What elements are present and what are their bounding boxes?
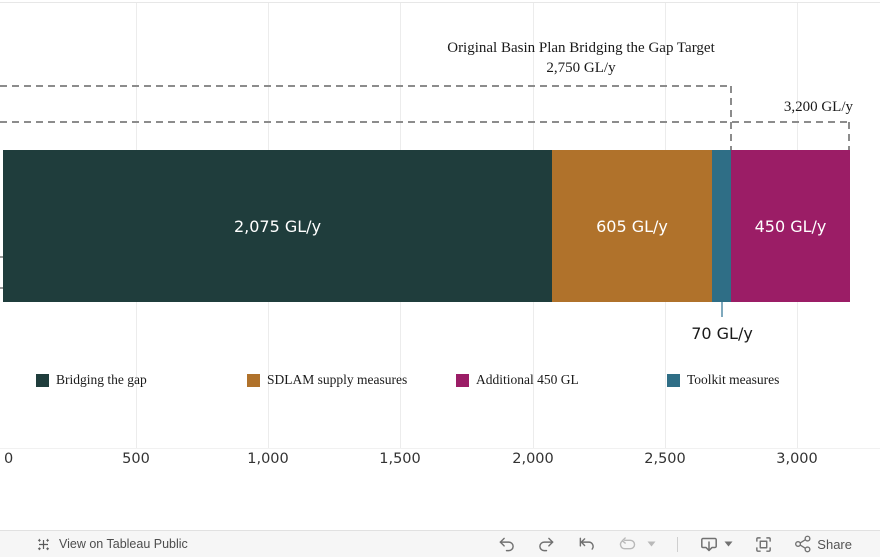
y-axis-tick — [0, 256, 3, 258]
share-icon — [794, 535, 812, 553]
x-axis-tick-label: 3,000 — [776, 451, 818, 467]
download-button[interactable] — [699, 535, 733, 553]
tableau-footer-toolbar: View on Tableau Public — [0, 530, 880, 557]
x-axis-tick-label: 1,000 — [247, 451, 289, 467]
reference-line-2750-vertical — [730, 86, 732, 150]
x-axis-tick-label: 1,500 — [379, 451, 421, 467]
plot-top-border — [0, 2, 880, 3]
bar-segment-bridging-the-gap[interactable]: 2,075 GL/y — [3, 150, 552, 302]
plot-bottom-border — [0, 448, 880, 449]
caret-down-icon — [647, 541, 656, 547]
undo-button[interactable] — [497, 536, 516, 553]
replay-button[interactable] — [577, 536, 596, 553]
legend-swatch — [247, 373, 260, 387]
x-axis-tick-label: 0 — [4, 451, 14, 467]
y-axis-tick — [0, 287, 3, 289]
legend-swatch — [667, 373, 680, 387]
undo-icon — [497, 536, 516, 553]
download-icon — [699, 535, 719, 553]
toolbar-separator — [677, 536, 679, 552]
bar-segment-sdlam-supply[interactable]: 605 GL/y — [552, 150, 712, 302]
legend-item-bridging-the-gap[interactable]: Bridging the gap — [36, 372, 147, 388]
redo-icon — [537, 536, 556, 553]
toolkit-callout-label: 70 GL/y — [691, 324, 753, 343]
x-axis-tick-label: 500 — [122, 451, 150, 467]
replay-icon — [577, 536, 596, 553]
bar-segment-label: 450 GL/y — [754, 216, 827, 236]
share-label: Share — [817, 536, 852, 552]
fullscreen-button[interactable] — [754, 535, 773, 554]
legend-label: Additional 450 GL — [476, 372, 579, 387]
toolkit-leader-line — [721, 302, 723, 317]
refresh-menu-button[interactable] — [647, 541, 656, 547]
fullscreen-icon — [754, 535, 773, 554]
bar-segment-label: 605 GL/y — [596, 216, 668, 236]
view-on-tableau-public-label: View on Tableau Public — [59, 537, 188, 551]
total-annotation: 3,200 GL/y — [783, 99, 853, 115]
reference-line-2750-horizontal — [0, 85, 732, 87]
reference-line-3200-horizontal — [0, 121, 850, 123]
bar-segment-additional-450[interactable]: 450 GL/y — [731, 150, 850, 302]
target-annotation: Original Basin Plan Bridging the Gap Tar… — [431, 38, 731, 78]
refresh-button[interactable] — [617, 536, 638, 552]
caret-down-icon — [724, 541, 733, 547]
bar-segment-toolkit[interactable] — [712, 150, 731, 302]
share-button[interactable]: Share — [794, 535, 852, 553]
target-annotation-line1: Original Basin Plan Bridging the Gap Tar… — [447, 40, 715, 56]
bar-segment-label: 2,075 GL/y — [233, 216, 322, 236]
refresh-icon — [617, 536, 638, 552]
legend-swatch — [456, 373, 469, 387]
legend-label: SDLAM supply measures — [267, 372, 408, 387]
legend-item-additional-450[interactable]: Additional 450 GL — [456, 372, 579, 388]
footer-actions: Share — [497, 535, 852, 554]
reference-line-3200-vertical — [848, 122, 850, 150]
legend-item-toolkit[interactable]: Toolkit measures — [667, 372, 779, 388]
view-on-tableau-public-link[interactable]: View on Tableau Public — [36, 537, 188, 552]
stacked-bar: 2,075 GL/y 605 GL/y 450 GL/y — [3, 150, 850, 302]
tableau-logo-icon — [36, 537, 51, 552]
legend-label: Bridging the gap — [56, 372, 147, 387]
redo-button[interactable] — [537, 536, 556, 553]
x-axis-tick-label: 2,500 — [644, 451, 686, 467]
legend-label: Toolkit measures — [687, 372, 780, 387]
legend-item-sdlam-supply[interactable]: SDLAM supply measures — [247, 372, 407, 388]
target-annotation-line2: 2,750 GL/y — [546, 60, 616, 76]
x-axis-tick-label: 2,000 — [512, 451, 554, 467]
legend-swatch — [36, 373, 49, 387]
